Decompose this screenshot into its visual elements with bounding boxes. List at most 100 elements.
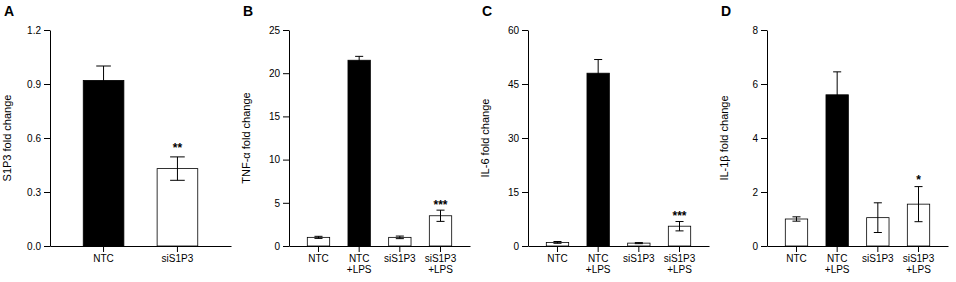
- error-bar-cap: [833, 71, 841, 72]
- y-tick-mark: [761, 246, 767, 247]
- y-axis-title: IL-1β fold change: [718, 95, 730, 180]
- y-tick-mark: [283, 160, 289, 161]
- error-bar-cap: [635, 242, 643, 243]
- bar: [157, 169, 198, 246]
- y-tick: 45: [508, 79, 528, 90]
- y-tick-label: 0.3: [27, 187, 41, 198]
- y-axis-line: [50, 31, 51, 247]
- bar: [587, 73, 609, 246]
- x-tick-label-line: siS1P3: [162, 253, 194, 264]
- error-bar-cap: [170, 156, 185, 157]
- x-tick-label-line: siS1P3: [903, 253, 935, 264]
- x-tick-label: NTC+LPS: [347, 253, 372, 275]
- y-tick: 15: [269, 111, 289, 122]
- y-tick-mark: [522, 30, 528, 31]
- y-tick: 4: [752, 133, 767, 144]
- y-tick-label: 60: [508, 25, 520, 36]
- bar: [389, 237, 411, 246]
- x-tick-mark: [679, 246, 680, 252]
- y-axis: 0510152025: [269, 25, 290, 252]
- y-axis-title: IL-6 fold change: [479, 99, 491, 178]
- panel-label: C: [482, 3, 492, 19]
- y-tick-mark: [44, 192, 50, 193]
- y-axis-title: S1P3 fold change: [1, 95, 13, 182]
- panel: 0510152025NTCNTC+LPSsiS1P3siS1P3+LPS***T…: [240, 3, 471, 275]
- error-bar: [594, 60, 602, 87]
- y-tick-label: 25: [269, 25, 281, 36]
- y-tick-label: 6: [752, 79, 758, 90]
- error-bar-cap: [314, 236, 322, 237]
- x-tick-label-line: NTC: [93, 253, 114, 264]
- error-bar-stem: [177, 157, 178, 180]
- x-tick-mark: [796, 246, 797, 252]
- y-tick-label: 10: [269, 154, 281, 165]
- panel: 0.00.30.60.91.2NTCsiS1P3**S1P3 fold chan…: [1, 3, 232, 264]
- y-tick-mark: [44, 30, 50, 31]
- x-tick-mark: [103, 246, 104, 252]
- error-bar-stem: [103, 66, 104, 95]
- error-bar-cap: [396, 236, 404, 237]
- y-tick-mark: [522, 84, 528, 85]
- x-tick-mark: [399, 246, 400, 252]
- x-tick-label: siS1P3: [623, 253, 655, 264]
- y-axis: 02468: [752, 25, 767, 252]
- error-bar-cap: [792, 221, 800, 222]
- x-tick-label-line: +LPS: [825, 264, 850, 275]
- x-tick-label-line: NTC: [547, 253, 568, 264]
- y-tick-mark: [522, 138, 528, 139]
- x-tick: NTC: [308, 246, 329, 264]
- bar: [785, 219, 807, 246]
- x-tick-mark: [359, 246, 360, 252]
- x-tick: siS1P3+LPS: [903, 246, 935, 275]
- error-bar-cap: [594, 86, 602, 87]
- x-tick-label: NTC+LPS: [825, 253, 850, 275]
- error-bar-cap: [833, 117, 841, 118]
- x-tick: siS1P3: [384, 246, 416, 264]
- error-bar: [792, 217, 800, 221]
- x-tick-label: siS1P3: [384, 253, 416, 264]
- error-bar-stem: [877, 203, 878, 233]
- x-tick-label: NTC: [786, 253, 807, 264]
- y-tick: 2: [752, 187, 767, 198]
- x-tick-mark: [177, 246, 178, 252]
- bar: [826, 95, 848, 246]
- y-tick-label: 45: [508, 79, 520, 90]
- x-tick-mark: [318, 246, 319, 252]
- x-tick-mark: [557, 246, 558, 252]
- x-tick-label-line: +LPS: [667, 264, 692, 275]
- x-axis: NTC siS1P3: [51, 246, 232, 264]
- significance-label: ***: [673, 209, 687, 223]
- error-bar-cap: [355, 64, 363, 65]
- significance-label: *: [916, 173, 921, 187]
- y-tick-mark: [283, 73, 289, 74]
- x-tick-mark: [918, 246, 919, 252]
- x-tick-mark: [837, 246, 838, 252]
- y-tick-mark: [283, 203, 289, 204]
- bar: [628, 243, 650, 246]
- y-axis-line: [767, 31, 768, 247]
- error-bar-cap: [874, 202, 882, 203]
- x-tick-label-line: siS1P3: [664, 253, 696, 264]
- y-tick-label: 2: [752, 187, 758, 198]
- plot-area: [785, 72, 929, 246]
- plot-area: [307, 56, 451, 246]
- y-tick: 0.6: [27, 133, 50, 144]
- y-tick-mark: [283, 30, 289, 31]
- x-tick: siS1P3: [623, 246, 655, 264]
- error-bar: [833, 72, 841, 118]
- x-tick-label-line: +LPS: [586, 264, 611, 275]
- error-bar: [874, 203, 882, 233]
- y-tick: 0.0: [27, 241, 50, 252]
- error-bar: [553, 242, 561, 244]
- y-tick-label: 0: [752, 241, 758, 252]
- x-tick-label: siS1P3: [162, 253, 194, 264]
- y-tick-label: 15: [508, 187, 520, 198]
- y-tick: 15: [508, 187, 528, 198]
- x-tick: siS1P3+LPS: [425, 246, 457, 275]
- plot-area: [546, 60, 690, 246]
- x-tick-label-line: NTC: [786, 253, 807, 264]
- error-bar-cap: [594, 59, 602, 60]
- y-tick: 0: [513, 241, 528, 252]
- bar: [546, 242, 568, 246]
- y-tick-mark: [761, 192, 767, 193]
